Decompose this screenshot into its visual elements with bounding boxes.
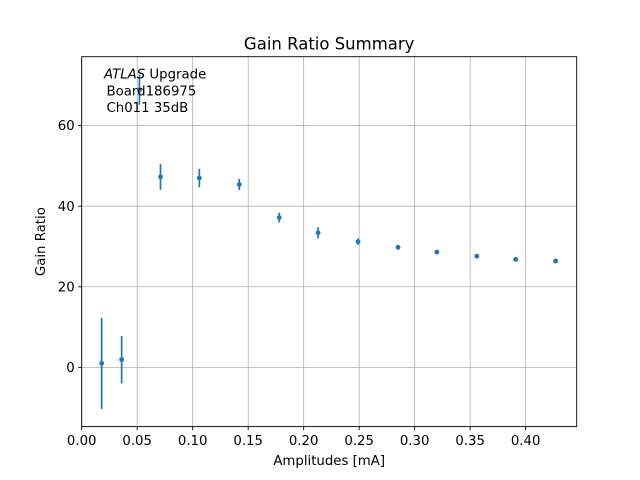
data-point-marker [137,87,142,93]
x-tick-label: 0.05 [122,434,152,449]
annotation-upgrade-text: Upgrade [145,67,206,82]
y-tick-label: 40 [58,200,75,215]
data-point-marker [276,215,282,220]
annotation-line3-channel-gain: Ch011 35dB [107,101,189,116]
annotation-experiment-name: ATLAS [103,67,146,82]
x-tick-label: 0.25 [344,434,374,449]
data-point-marker [434,249,440,255]
x-axis-label: Amplitudes [mA] [273,454,385,469]
annotation-line2-board-id: Board186975 [107,84,197,99]
tick-labels: 0.00 0.05 0.10 0.15 0.20 0.25 0.30 0.35 0.40 0 20 4… [58,119,541,449]
x-tick-label: 0.35 [455,434,485,449]
data-point-marker [196,175,202,181]
data-point-marker [513,256,519,262]
data-point-marker [99,360,105,366]
x-tick-label: 0.15 [233,434,263,449]
x-tick-label: 0.20 [289,434,319,449]
annotation-block: ATLAS Upgrade Board186975 Ch011 35dB [103,67,206,116]
data-point-marker [395,244,401,250]
y-axis-label: Gain Ratio [34,207,49,276]
data-series [99,74,559,409]
axes-spines-and-ticks [78,56,578,431]
data-point-marker [158,174,163,180]
x-tick-label: 0.00 [67,434,97,449]
data-point-marker [236,182,242,187]
y-tick-label: 20 [58,280,75,295]
axes-spine [81,56,578,428]
x-tick-label: 0.40 [511,434,541,449]
x-tick-label: 0.10 [178,434,208,449]
chart-title: Gain Ratio Summary [244,35,415,54]
annotation-line1: ATLAS Upgrade [103,67,206,82]
data-point-marker [119,357,125,363]
data-point-marker [315,230,321,236]
data-point-marker [355,239,361,245]
y-tick-label: 0 [66,361,74,376]
data-point-marker [474,253,480,259]
data-point-marker [553,258,559,264]
y-tick-label: 60 [58,119,75,134]
x-tick-label: 0.30 [400,434,430,449]
